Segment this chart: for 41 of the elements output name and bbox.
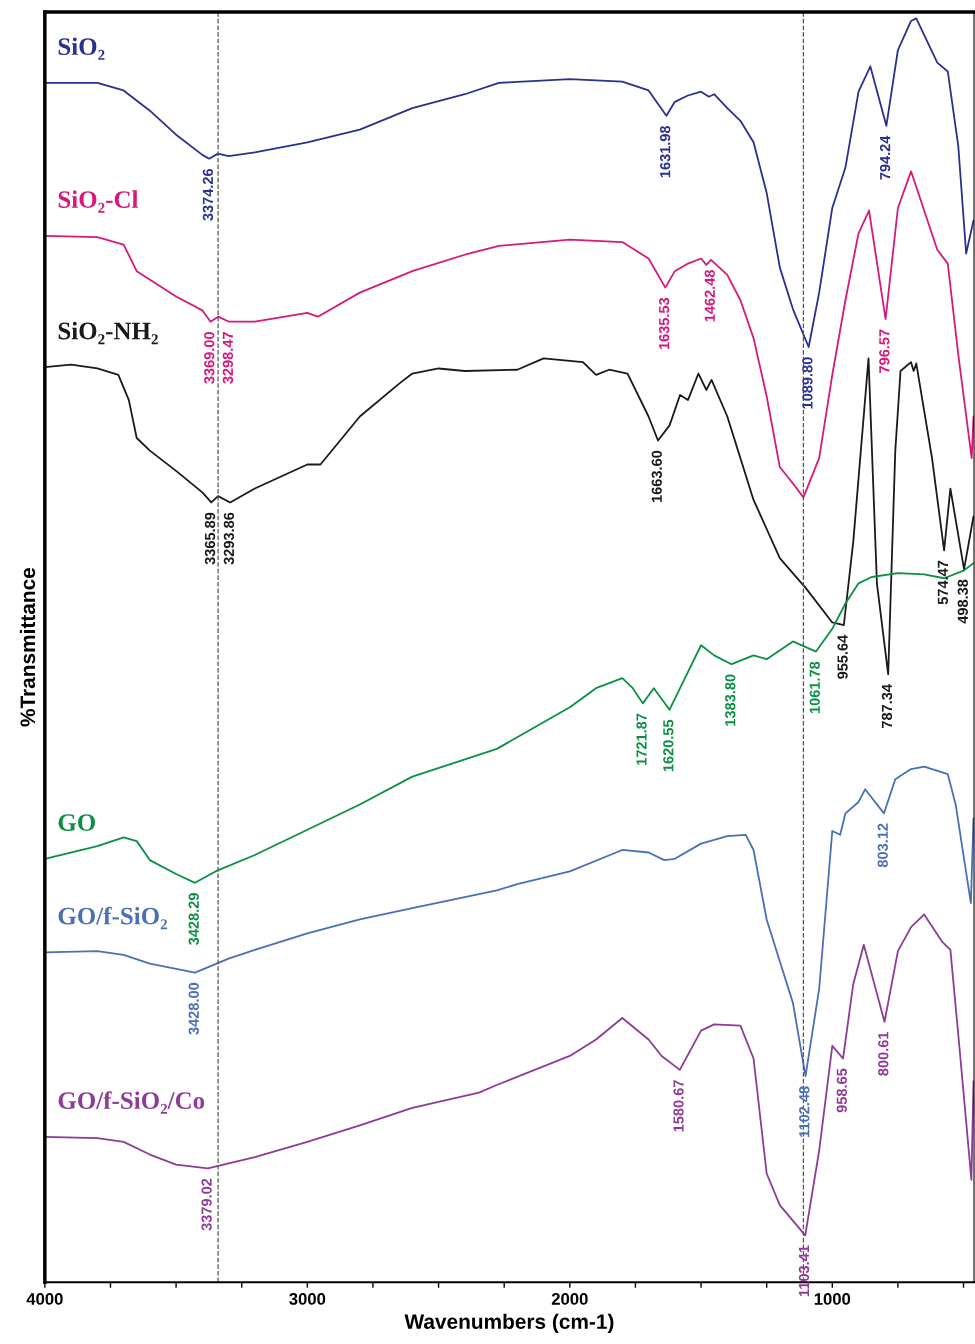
x-tick-label: 3000 bbox=[289, 1293, 326, 1305]
annotation: 1663.60 bbox=[651, 450, 662, 503]
annotation: 1635.53 bbox=[658, 297, 670, 350]
series-label: GO bbox=[58, 814, 96, 831]
annotation: 574.47 bbox=[937, 560, 949, 605]
x-tick-label: 2000 bbox=[551, 1293, 588, 1305]
annotation: 3365.89 bbox=[204, 512, 216, 565]
x-tick-label: 4000 bbox=[26, 1293, 63, 1305]
annotation: 3298.47 bbox=[222, 332, 234, 384]
annotation: 958.65 bbox=[836, 1068, 847, 1113]
annotation: 800.61 bbox=[878, 1031, 889, 1076]
annotation: 1620.55 bbox=[663, 719, 674, 772]
annotation: 498.38 bbox=[957, 579, 968, 624]
series-label: GO/f-SiO₂ bbox=[58, 906, 167, 930]
annotation: 796.57 bbox=[879, 329, 890, 373]
annotation: 1462.48 bbox=[704, 269, 715, 322]
annotation: 1103.41 bbox=[798, 1245, 810, 1297]
annotation: 3428.29 bbox=[188, 893, 199, 945]
x-axis-title: Wavenumbers (cm-1) bbox=[404, 1313, 614, 1334]
annotation: 955.64 bbox=[837, 634, 848, 679]
annotation: 803.12 bbox=[877, 823, 888, 868]
annotation: 3428.00 bbox=[188, 982, 199, 1035]
annotation: 1383.80 bbox=[725, 674, 736, 726]
y-axis-title: %Transmittance bbox=[19, 567, 36, 727]
x-tick-label: 1000 bbox=[814, 1293, 851, 1305]
series-label: SiO₂-NH₂ bbox=[58, 321, 158, 345]
annotation: 3374.26 bbox=[202, 168, 214, 221]
annotation: 1061.78 bbox=[809, 661, 820, 714]
annotation: 3293.86 bbox=[223, 512, 235, 565]
series-label: GO/f-SiO₂/Co bbox=[58, 1091, 205, 1114]
series-label: SiO₂-Cl bbox=[58, 190, 139, 213]
annotation: 1102.48 bbox=[799, 1086, 810, 1137]
annotation: 794.24 bbox=[879, 135, 891, 180]
series-label: SiO₂ bbox=[58, 37, 105, 60]
annotation: 3379.02 bbox=[201, 1178, 212, 1231]
annotation: 3369.00 bbox=[204, 332, 215, 384]
annotation: 1089.80 bbox=[802, 357, 813, 409]
annotation: 1721.87 bbox=[636, 713, 647, 765]
annotation: 1631.98 bbox=[659, 125, 671, 178]
annotation: 787.34 bbox=[881, 684, 893, 728]
annotation: 1580.67 bbox=[673, 1080, 684, 1132]
